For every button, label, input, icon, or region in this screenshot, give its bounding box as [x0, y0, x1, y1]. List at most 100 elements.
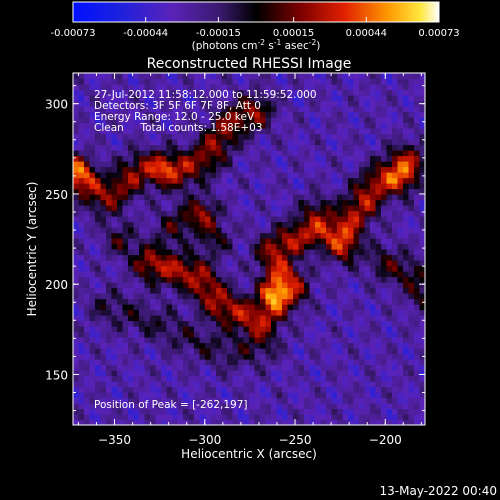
heatmap-cell — [397, 128, 404, 135]
heatmap-cell — [342, 260, 349, 267]
heatmap-cell — [304, 111, 311, 118]
heatmap-cell — [111, 331, 118, 338]
heatmap-cell — [403, 155, 410, 162]
heatmap-cell — [227, 150, 234, 157]
heatmap-cell — [276, 271, 283, 278]
heatmap-cell — [243, 331, 250, 338]
heatmap-cell — [249, 205, 256, 212]
heatmap-cell — [166, 403, 173, 410]
heatmap-cell — [188, 210, 195, 217]
heatmap-cell — [172, 293, 179, 300]
heatmap-cell — [161, 139, 168, 146]
heatmap-cell — [276, 144, 283, 151]
heatmap-cell — [342, 95, 349, 102]
heatmap-cell — [326, 111, 333, 118]
heatmap-cell — [188, 260, 195, 267]
heatmap-cell — [106, 150, 113, 157]
heatmap-cell — [139, 260, 146, 267]
heatmap-cell — [386, 254, 393, 261]
heatmap-cell — [117, 271, 124, 278]
heatmap-cell — [408, 221, 415, 228]
heatmap-cell — [298, 348, 305, 355]
heatmap-cell — [408, 293, 415, 300]
heatmap-cell — [276, 210, 283, 217]
heatmap-cell — [293, 249, 300, 256]
heatmap-cell — [205, 227, 212, 234]
heatmap-cell — [221, 150, 228, 157]
heatmap-cell — [331, 205, 338, 212]
heatmap-cell — [375, 408, 382, 415]
heatmap-cell — [282, 304, 289, 311]
heatmap-cell — [298, 161, 305, 168]
heatmap-cell — [122, 199, 129, 206]
heatmap-cell — [386, 95, 393, 102]
heatmap-cell — [326, 414, 333, 421]
heatmap-cell — [249, 78, 256, 85]
heatmap-cell — [183, 100, 190, 107]
heatmap-cell — [150, 155, 157, 162]
heatmap-cell — [342, 166, 349, 173]
heatmap-cell — [419, 139, 425, 146]
heatmap-cell — [73, 194, 80, 201]
heatmap-cell — [359, 139, 366, 146]
heatmap-cell — [265, 122, 272, 129]
heatmap-cell — [232, 375, 239, 382]
heatmap-cell — [419, 381, 425, 388]
heatmap-cell — [166, 364, 173, 371]
heatmap-cell — [287, 298, 294, 305]
heatmap-cell — [188, 205, 195, 212]
heatmap-cell — [128, 216, 135, 223]
heatmap-cell — [139, 144, 146, 151]
heatmap-cell — [117, 172, 124, 179]
heatmap-cell — [370, 254, 377, 261]
heatmap-cell — [304, 370, 311, 377]
heatmap-cell — [216, 106, 223, 113]
heatmap-cell — [150, 254, 157, 261]
heatmap-cell — [326, 370, 333, 377]
heatmap-cell — [265, 232, 272, 239]
heatmap-cell — [106, 326, 113, 333]
heatmap-cell — [260, 304, 267, 311]
heatmap-cell — [282, 320, 289, 327]
heatmap-cell — [227, 238, 234, 245]
heatmap-cell — [381, 133, 388, 140]
heatmap-cell — [315, 315, 322, 322]
heatmap-cell — [172, 364, 179, 371]
heatmap-cell — [73, 276, 80, 283]
heatmap-cell — [221, 133, 228, 140]
heatmap-cell — [265, 128, 272, 135]
heatmap-cell — [353, 403, 360, 410]
heatmap-cell — [386, 122, 393, 129]
heatmap-cell — [89, 260, 96, 267]
heatmap-cell — [249, 320, 256, 327]
heatmap-cell — [408, 210, 415, 217]
heatmap-cell — [144, 320, 151, 327]
heatmap-cell — [155, 73, 162, 80]
heatmap-cell — [194, 282, 201, 289]
heatmap-cell — [188, 304, 195, 311]
heatmap-cell — [177, 199, 184, 206]
heatmap-cell — [155, 326, 162, 333]
heatmap-cell — [166, 381, 173, 388]
heatmap-cell — [73, 144, 80, 151]
heatmap-cell — [210, 359, 217, 366]
heatmap-cell — [205, 183, 212, 190]
heatmap-cell — [89, 188, 96, 195]
heatmap-cell — [298, 287, 305, 294]
heatmap-cell — [254, 381, 261, 388]
heatmap-cell — [265, 106, 272, 113]
heatmap-cell — [309, 111, 316, 118]
heatmap-cell — [309, 298, 316, 305]
heatmap-cell — [254, 419, 261, 425]
heatmap-cell — [419, 370, 425, 377]
heatmap-cell — [276, 265, 283, 272]
heatmap-cell — [155, 381, 162, 388]
heatmap-cell — [293, 254, 300, 261]
heatmap-cell — [282, 337, 289, 344]
heatmap-cell — [419, 331, 425, 338]
heatmap-cell — [243, 106, 250, 113]
heatmap-cell — [348, 249, 355, 256]
heatmap-cell — [100, 370, 107, 377]
heatmap-cell — [172, 221, 179, 228]
heatmap-cell — [359, 172, 366, 179]
